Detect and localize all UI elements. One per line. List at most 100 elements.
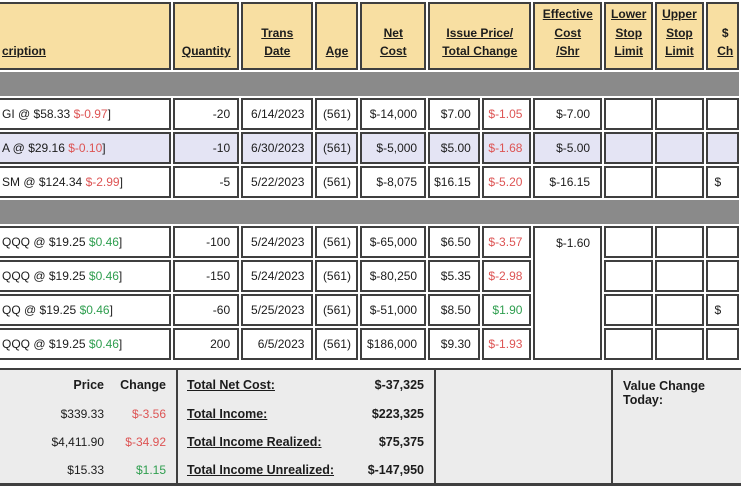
cell-lower-stop[interactable] <box>604 131 654 164</box>
cell-total-change[interactable]: $-5.20 <box>481 165 532 198</box>
cell-trans-date[interactable]: 5/25/2023 <box>241 293 314 326</box>
change-value[interactable]: $-34.92 <box>125 435 166 449</box>
cell-trans-date[interactable]: 6/14/2023 <box>241 97 314 130</box>
total-income-value[interactable]: $223,325 <box>371 407 424 421</box>
cell-total-change[interactable]: $-1.68 <box>481 131 532 164</box>
desc-text: A @ $29.16 <box>2 140 69 155</box>
cell-net-cost[interactable]: $-14,000 <box>360 97 427 130</box>
price-value[interactable]: $4,411.90 <box>51 435 105 449</box>
header-net-cost[interactable]: Net Cost <box>360 2 427 70</box>
cell-quantity[interactable]: -100 <box>173 225 240 258</box>
header-issue-price-total-change[interactable]: Issue Price/Total Change <box>428 2 532 70</box>
cell-quantity[interactable]: -20 <box>173 97 240 130</box>
cell-description[interactable]: A @ $29.16 $-0.10] <box>0 131 172 164</box>
cell-clipped[interactable] <box>705 131 739 164</box>
cell-age[interactable]: (561) <box>315 327 359 360</box>
cell-upper-stop[interactable] <box>655 293 704 326</box>
header-effective-label: Effective <box>542 7 593 21</box>
cell-trans-date[interactable]: 6/5/2023 <box>241 327 314 360</box>
cell-lower-stop[interactable] <box>604 327 654 360</box>
price-value[interactable]: $15.33 <box>67 463 104 477</box>
header-upper-stop-limit[interactable]: Upper Stop Limit <box>655 2 704 70</box>
desc-change: $-2.99 <box>85 174 120 189</box>
cell-age[interactable]: (561) <box>315 165 359 198</box>
cell-lower-stop[interactable] <box>604 165 654 198</box>
cell-trans-date[interactable]: 6/30/2023 <box>241 131 314 164</box>
cell-upper-stop[interactable] <box>655 259 704 292</box>
cell-clipped[interactable] <box>705 97 739 130</box>
position-row-2: A @ $29.16 $-0.10] -10 6/30/2023 (561) $… <box>0 131 739 164</box>
cell-net-cost[interactable]: $-51,000 <box>360 293 427 326</box>
cell-total-change[interactable]: $-3.57 <box>481 225 532 258</box>
total-income-realized-value[interactable]: $75,375 <box>378 435 424 449</box>
cell-quantity[interactable]: -5 <box>173 165 240 198</box>
cell-description[interactable]: QQQ @ $19.25 $0.46] <box>0 327 172 360</box>
cell-issue-price[interactable]: $5.35 <box>428 259 480 292</box>
cell-total-change[interactable]: $-1.05 <box>481 97 532 130</box>
total-net-cost-value[interactable]: $-37,325 <box>374 378 424 392</box>
cell-lower-stop[interactable] <box>604 97 654 130</box>
header-description[interactable]: cription <box>0 2 172 70</box>
cell-upper-stop[interactable] <box>655 131 704 164</box>
cell-effective-cost[interactable]: $-16.15 <box>533 165 603 198</box>
cell-clipped[interactable]: $ <box>705 293 739 326</box>
cell-issue-price[interactable]: $16.15 <box>428 165 480 198</box>
cell-total-change[interactable]: $1.90 <box>481 293 532 326</box>
cell-lower-stop[interactable] <box>604 225 654 258</box>
cell-issue-price[interactable]: $8.50 <box>428 293 480 326</box>
change-value[interactable]: $1.15 <box>135 463 166 477</box>
cell-age[interactable]: (561) <box>315 259 359 292</box>
cell-lower-stop[interactable] <box>604 293 654 326</box>
cell-quantity[interactable]: -60 <box>173 293 240 326</box>
cell-quantity[interactable]: -150 <box>173 259 240 292</box>
cell-total-change[interactable]: $-2.98 <box>481 259 532 292</box>
cell-clipped[interactable]: $ <box>705 165 739 198</box>
header-age[interactable]: Age <box>315 2 359 70</box>
cell-net-cost[interactable]: $-65,000 <box>360 225 427 258</box>
cell-age[interactable]: (561) <box>315 293 359 326</box>
header-effective-cost[interactable]: Effective Cost/Shr <box>533 2 603 70</box>
change-value[interactable]: $-3.56 <box>131 407 166 421</box>
cell-net-cost[interactable]: $-80,250 <box>360 259 427 292</box>
cell-net-cost[interactable]: $-5,000 <box>360 131 427 164</box>
value-change-today-block: Value Change Today: <box>611 370 741 483</box>
cell-total-change[interactable]: $-1.93 <box>481 327 532 360</box>
header-trans-date[interactable]: Trans Date <box>241 2 314 70</box>
cell-age[interactable]: (561) <box>315 131 359 164</box>
cell-description[interactable]: QQQ @ $19.25 $0.46] <box>0 259 172 292</box>
cell-effective-cost[interactable]: $-7.00 <box>533 97 603 130</box>
cell-upper-stop[interactable] <box>655 225 704 258</box>
cell-upper-stop[interactable] <box>655 327 704 360</box>
cell-description[interactable]: QQ @ $19.25 $0.46] <box>0 293 172 326</box>
header-lower-stop-limit[interactable]: Lower Stop Limit <box>604 2 654 70</box>
header-clipped-column[interactable]: $ Ch <box>705 2 739 70</box>
cell-effective-cost[interactable]: $-5.00 <box>533 131 603 164</box>
total-income-unrealized-value[interactable]: $-147,950 <box>367 463 424 477</box>
cell-clipped[interactable] <box>705 259 739 292</box>
cell-age[interactable]: (561) <box>315 97 359 130</box>
cell-upper-stop[interactable] <box>655 165 704 198</box>
cell-description[interactable]: QQQ @ $19.25 $0.46] <box>0 225 172 258</box>
cell-quantity[interactable]: -10 <box>173 131 240 164</box>
cell-clipped[interactable] <box>705 327 739 360</box>
cell-net-cost[interactable]: $186,000 <box>360 327 427 360</box>
header-quantity[interactable]: Quantity <box>173 2 240 70</box>
cell-trans-date[interactable]: 5/24/2023 <box>241 225 314 258</box>
cell-issue-price[interactable]: $7.00 <box>428 97 480 130</box>
cell-clipped[interactable] <box>705 225 739 258</box>
cell-upper-stop[interactable] <box>655 97 704 130</box>
cell-issue-price[interactable]: $6.50 <box>428 225 480 258</box>
cell-description[interactable]: GI @ $58.33 $-0.97] <box>0 97 172 130</box>
price-value[interactable]: $339.33 <box>60 407 104 421</box>
cell-quantity[interactable]: 200 <box>173 327 240 360</box>
cell-lower-stop[interactable] <box>604 259 654 292</box>
cell-trans-date[interactable]: 5/24/2023 <box>241 259 314 292</box>
cell-trans-date[interactable]: 5/22/2023 <box>241 165 314 198</box>
header-description-label: cription <box>2 44 46 59</box>
cell-description[interactable]: SM @ $124.34 $-2.99] <box>0 165 172 198</box>
cell-net-cost[interactable]: $-8,075 <box>360 165 427 198</box>
cell-issue-price[interactable]: $5.00 <box>428 131 480 164</box>
cell-effective-cost-merged[interactable]: $-1.60 <box>533 225 603 360</box>
cell-issue-price[interactable]: $9.30 <box>428 327 480 360</box>
cell-age[interactable]: (561) <box>315 225 359 258</box>
